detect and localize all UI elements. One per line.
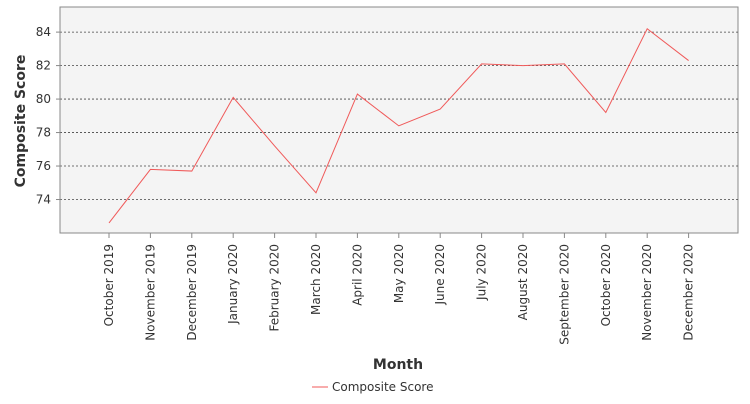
y-tick-label: 76 [36, 159, 51, 173]
x-tick-label: December 2020 [682, 244, 696, 341]
x-tick-label: October 2019 [102, 244, 116, 326]
x-tick-label: April 2020 [350, 244, 364, 306]
x-tick-label: November 2019 [143, 244, 157, 341]
y-tick-label: 74 [36, 193, 51, 207]
x-tick-label: January 2020 [226, 244, 240, 325]
x-tick-label: November 2020 [640, 244, 654, 341]
y-tick-label: 78 [36, 126, 51, 140]
x-tick-label: September 2020 [557, 244, 571, 345]
x-tick-label: May 2020 [392, 244, 406, 303]
x-tick-label: July 2020 [475, 244, 489, 301]
legend-label: Composite Score [332, 380, 433, 394]
plot-area [60, 7, 738, 233]
y-tick-label: 80 [36, 92, 51, 106]
x-axis-title: Month [373, 357, 423, 373]
legend: Composite Score [312, 380, 433, 394]
x-tick-label: February 2020 [268, 244, 282, 332]
x-tick-label: October 2020 [599, 244, 613, 326]
y-tick-label: 82 [36, 59, 51, 73]
x-axis-ticks: October 2019 November 2019 December 2019 Ja… [102, 233, 696, 345]
x-tick-label: August 2020 [516, 244, 530, 320]
y-axis-ticks: 74 76 78 80 82 84 [36, 25, 60, 206]
y-axis-title: Composite Score [13, 55, 29, 188]
x-tick-label: June 2020 [433, 244, 447, 306]
x-tick-label: March 2020 [309, 244, 323, 315]
y-tick-label: 84 [36, 25, 51, 39]
x-tick-label: December 2019 [185, 244, 199, 341]
